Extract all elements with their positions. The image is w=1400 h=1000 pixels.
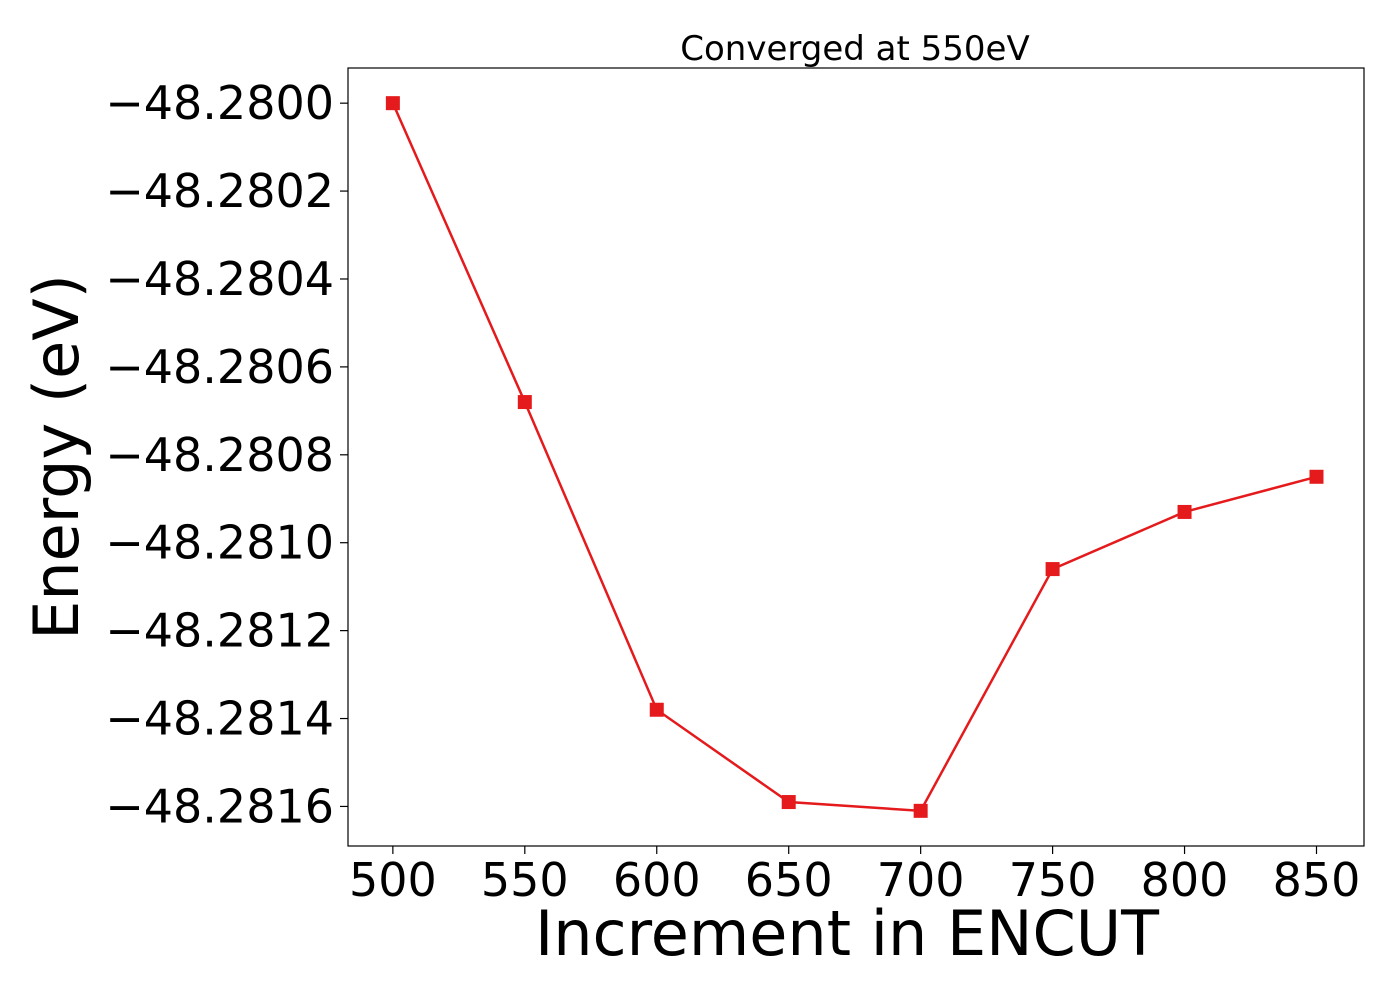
y-tick-label: −48.2804	[105, 252, 334, 306]
y-tick-label: −48.2812	[105, 604, 334, 658]
data-point-marker	[781, 795, 796, 810]
plot-area-frame	[347, 67, 1365, 847]
y-tick-label: −48.2800	[105, 76, 334, 130]
x-tick-label: 500	[349, 853, 437, 907]
y-tick-label: −48.2814	[105, 692, 334, 746]
x-tick-label: 650	[745, 853, 833, 907]
x-tick-label: 800	[1141, 853, 1229, 907]
y-tick-label: −48.2802	[105, 164, 334, 218]
x-axis-ticks: 500 550 600 650 700 750 800 850	[349, 846, 1360, 907]
y-tick-label: −48.2808	[105, 428, 334, 482]
y-axis-ticks: −48.2800 −48.2802 −48.2804 −48.2806 −48.2808…	[105, 76, 348, 833]
y-tick-label: −48.2816	[105, 779, 334, 833]
data-point-marker	[1045, 562, 1060, 577]
x-axis-title: Increment in ENCUT	[535, 897, 1160, 970]
x-tick-label: 700	[877, 853, 965, 907]
x-tick-label: 550	[481, 853, 569, 907]
y-axis-title: Energy (eV)	[20, 274, 93, 640]
x-tick-label: 750	[1009, 853, 1097, 907]
data-point-marker	[649, 702, 664, 717]
y-tick-label: −48.2806	[105, 340, 334, 394]
data-point-marker	[1309, 469, 1324, 484]
y-tick-label: −48.2810	[105, 516, 334, 570]
data-point-marker	[913, 803, 928, 818]
x-tick-label: 850	[1273, 853, 1361, 907]
series-line	[391, 102, 1317, 813]
chart-title: Converged at 550eV	[680, 29, 1029, 69]
x-tick-label: 600	[613, 853, 701, 907]
series-layer	[385, 96, 1324, 818]
data-point-marker	[385, 96, 400, 111]
data-point-marker	[1177, 504, 1192, 519]
data-point-marker	[517, 395, 532, 410]
